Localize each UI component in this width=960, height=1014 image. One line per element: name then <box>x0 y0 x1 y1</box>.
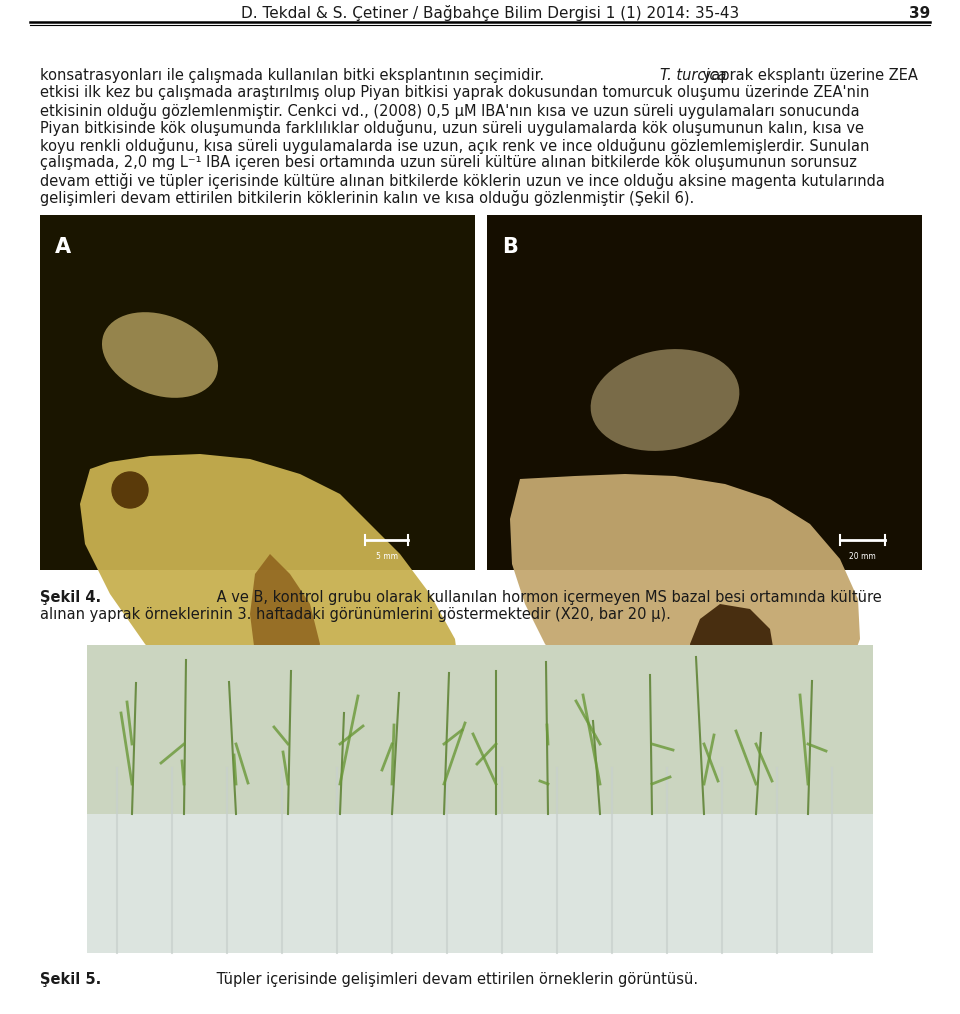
Text: alınan yaprak örneklerinin 3. haftadaki görünümlerini göstermektedir (X20, bar 2: alınan yaprak örneklerinin 3. haftadaki … <box>40 607 671 623</box>
Circle shape <box>112 472 148 508</box>
Text: T. turcica: T. turcica <box>660 68 727 83</box>
Text: 39: 39 <box>909 5 930 20</box>
Bar <box>487 215 922 570</box>
Text: 5 mm: 5 mm <box>375 552 397 561</box>
Ellipse shape <box>590 349 739 451</box>
Bar <box>87 814 873 953</box>
Polygon shape <box>510 474 860 742</box>
Text: çalışmada, 2,0 mg L⁻¹ IBA içeren besi ortamında uzun süreli kültüre alınan bitki: çalışmada, 2,0 mg L⁻¹ IBA içeren besi or… <box>40 155 857 170</box>
Ellipse shape <box>102 312 218 397</box>
Text: A ve B, kontrol grubu olarak kullanılan hormon içermeyen MS bazal besi ortamında: A ve B, kontrol grubu olarak kullanılan … <box>212 590 882 605</box>
Text: devam ettiği ve tüpler içerisinde kültüre alınan bitkilerde köklerin uzun ve inc: devam ettiği ve tüpler içerisinde kültür… <box>40 173 885 189</box>
Text: Şekil 5.: Şekil 5. <box>40 972 101 987</box>
Polygon shape <box>250 554 320 724</box>
Bar <box>87 645 873 953</box>
Polygon shape <box>80 454 460 764</box>
Text: A: A <box>55 237 71 257</box>
Text: D. Tekdal & S. Çetiner / Bağbahçe Bilim Dergisi 1 (1) 2014: 35-43: D. Tekdal & S. Çetiner / Bağbahçe Bilim … <box>241 5 739 21</box>
Bar <box>87 645 873 814</box>
Text: etkisinin olduğu gözlemlenmiştir. Cenkci vd., (2008) 0,5 µM IBA'nın kısa ve uzun: etkisinin olduğu gözlemlenmiştir. Cenkci… <box>40 103 859 119</box>
Text: 20 mm: 20 mm <box>850 552 876 561</box>
Text: konsatrasyonları ile çalışmada kullanılan bitki eksplantının seçimidir.: konsatrasyonları ile çalışmada kullanıla… <box>40 68 549 83</box>
Text: Piyan bitkisinde kök oluşumunda farklılıklar olduğunu, uzun süreli uygulamalarda: Piyan bitkisinde kök oluşumunda farklılı… <box>40 121 864 137</box>
Polygon shape <box>690 604 775 694</box>
Bar <box>40 215 475 570</box>
Text: Tüpler içerisinde gelişimleri devam ettirilen örneklerin görüntüsü.: Tüpler içerisinde gelişimleri devam etti… <box>212 972 698 987</box>
Text: yaprak eksplantı üzerine ZEA: yaprak eksplantı üzerine ZEA <box>698 68 918 83</box>
Text: gelişimleri devam ettirilen bitkilerin köklerinin kalın ve kısa olduğu gözlenmiş: gelişimleri devam ettirilen bitkilerin k… <box>40 191 694 207</box>
Text: etkisi ilk kez bu çalışmada araştırılmış olup Piyan bitkisi yaprak dokusundan to: etkisi ilk kez bu çalışmada araştırılmış… <box>40 85 870 100</box>
Text: B: B <box>502 237 517 257</box>
Text: koyu renkli olduğunu, kısa süreli uygulamalarda ise uzun, açık renk ve ince oldu: koyu renkli olduğunu, kısa süreli uygula… <box>40 138 870 154</box>
Text: Şekil 4.: Şekil 4. <box>40 590 101 605</box>
